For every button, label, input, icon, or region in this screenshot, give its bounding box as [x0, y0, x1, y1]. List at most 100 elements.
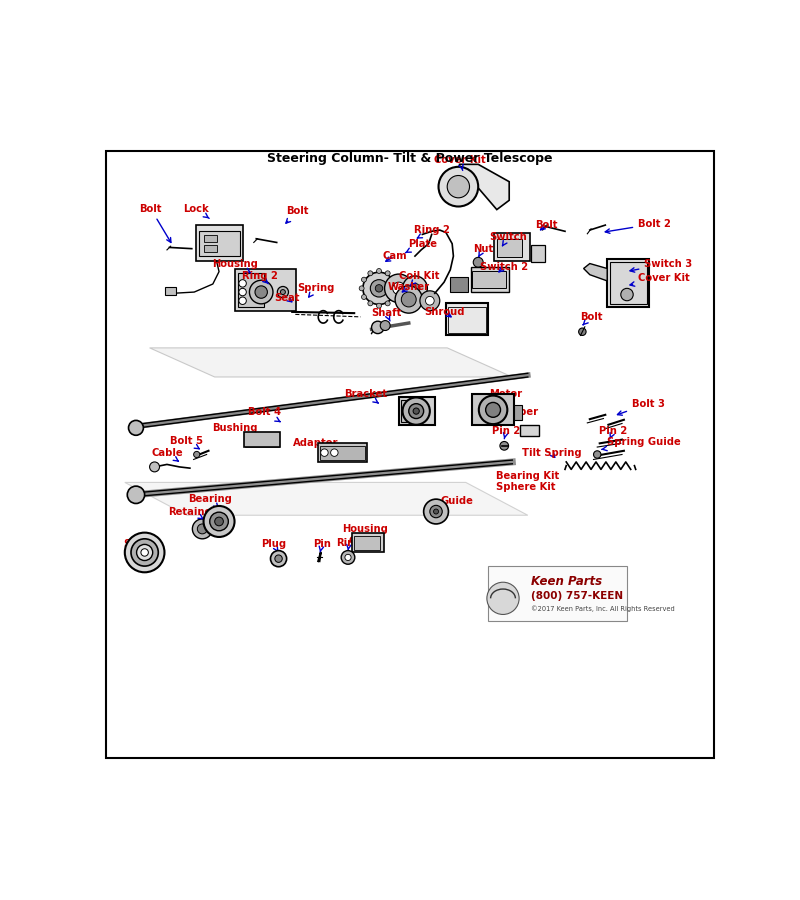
- Bar: [514, 405, 522, 420]
- Text: Tilt Spring: Tilt Spring: [522, 448, 581, 458]
- Polygon shape: [125, 482, 528, 516]
- Circle shape: [375, 284, 382, 292]
- Text: Lock: Lock: [183, 204, 209, 219]
- Circle shape: [426, 296, 434, 305]
- Circle shape: [409, 404, 424, 419]
- Text: Spring: Spring: [297, 284, 334, 297]
- Circle shape: [434, 509, 438, 514]
- Circle shape: [420, 291, 440, 310]
- Circle shape: [402, 292, 416, 307]
- Text: Seat: Seat: [274, 293, 300, 303]
- Circle shape: [127, 486, 145, 503]
- Circle shape: [125, 533, 165, 572]
- Text: Bolt: Bolt: [535, 220, 558, 230]
- Text: Pin 2: Pin 2: [599, 426, 627, 438]
- Bar: [352, 533, 384, 553]
- Bar: [449, 307, 486, 333]
- Circle shape: [410, 284, 420, 293]
- Text: ©2017 Keen Parts, Inc. All Rights Reserved: ©2017 Keen Parts, Inc. All Rights Reserv…: [531, 605, 674, 612]
- Circle shape: [402, 398, 430, 425]
- Circle shape: [424, 500, 449, 524]
- Circle shape: [380, 320, 390, 330]
- Text: Guide: Guide: [440, 496, 473, 508]
- Bar: [320, 446, 365, 460]
- Circle shape: [362, 277, 366, 282]
- Text: Switch 2: Switch 2: [480, 262, 528, 273]
- Text: Bolt 4: Bolt 4: [248, 408, 281, 422]
- Circle shape: [345, 554, 351, 561]
- Bar: [238, 273, 264, 307]
- Circle shape: [395, 286, 422, 313]
- Circle shape: [141, 549, 148, 556]
- Circle shape: [447, 176, 470, 198]
- Circle shape: [137, 544, 153, 561]
- Bar: [244, 432, 280, 447]
- Circle shape: [479, 396, 507, 424]
- Text: Steering Column- Tilt & Power Telescope: Steering Column- Tilt & Power Telescope: [267, 152, 553, 165]
- Circle shape: [362, 294, 366, 300]
- Circle shape: [194, 452, 200, 457]
- Circle shape: [330, 449, 338, 456]
- Circle shape: [594, 451, 601, 458]
- Text: Cable: Cable: [151, 448, 182, 462]
- Bar: [402, 400, 418, 422]
- Polygon shape: [150, 348, 512, 377]
- Circle shape: [368, 271, 373, 275]
- Circle shape: [363, 272, 395, 304]
- Text: Ring 2: Ring 2: [242, 271, 278, 284]
- Text: Switch 3: Switch 3: [630, 258, 693, 272]
- Text: (800) 757-KEEN: (800) 757-KEEN: [531, 591, 623, 601]
- Text: Cover Kit: Cover Kit: [434, 155, 486, 170]
- Circle shape: [621, 288, 634, 301]
- Text: Bushing: Bushing: [213, 424, 258, 436]
- Bar: [450, 276, 468, 292]
- Text: Bolt 2: Bolt 2: [606, 219, 671, 233]
- Polygon shape: [459, 165, 510, 210]
- Circle shape: [486, 402, 501, 418]
- Text: Cover Kit: Cover Kit: [630, 273, 690, 286]
- Text: Bearing: Bearing: [189, 494, 232, 509]
- Bar: [446, 303, 488, 336]
- Circle shape: [250, 280, 273, 304]
- Bar: [204, 245, 217, 252]
- Circle shape: [391, 294, 397, 300]
- Circle shape: [198, 524, 207, 534]
- Circle shape: [281, 290, 286, 294]
- Text: Retainer: Retainer: [168, 507, 216, 519]
- Circle shape: [129, 420, 143, 436]
- Text: Bolt: Bolt: [286, 206, 309, 223]
- Text: Keen Parts: Keen Parts: [531, 575, 602, 588]
- Bar: [165, 287, 176, 294]
- Circle shape: [239, 288, 246, 296]
- Text: Spring Guide: Spring Guide: [602, 437, 681, 451]
- Circle shape: [239, 280, 246, 287]
- Circle shape: [438, 166, 478, 206]
- Bar: [235, 268, 296, 310]
- Bar: [487, 566, 627, 621]
- Circle shape: [385, 274, 413, 302]
- Text: Ring: Ring: [337, 537, 362, 550]
- Text: Pin 2: Pin 2: [492, 426, 520, 438]
- Bar: [472, 271, 506, 288]
- Circle shape: [394, 286, 399, 291]
- Text: Motor: Motor: [490, 389, 522, 403]
- Text: Shroud: Shroud: [424, 307, 464, 317]
- Bar: [497, 238, 522, 257]
- Text: Bumper: Bumper: [494, 408, 538, 422]
- Circle shape: [270, 551, 286, 567]
- Circle shape: [474, 257, 483, 267]
- Text: Adapter: Adapter: [293, 438, 338, 451]
- Circle shape: [278, 286, 289, 298]
- Circle shape: [192, 519, 212, 539]
- Circle shape: [413, 408, 419, 414]
- Text: Housing: Housing: [212, 258, 258, 273]
- Circle shape: [131, 539, 158, 566]
- Text: Bolt: Bolt: [580, 312, 602, 325]
- Circle shape: [203, 506, 234, 537]
- Circle shape: [210, 512, 228, 531]
- Circle shape: [386, 271, 390, 275]
- Circle shape: [150, 462, 159, 472]
- Bar: [204, 235, 217, 242]
- Text: Shaft: Shaft: [371, 308, 402, 321]
- Text: Washer: Washer: [388, 282, 430, 292]
